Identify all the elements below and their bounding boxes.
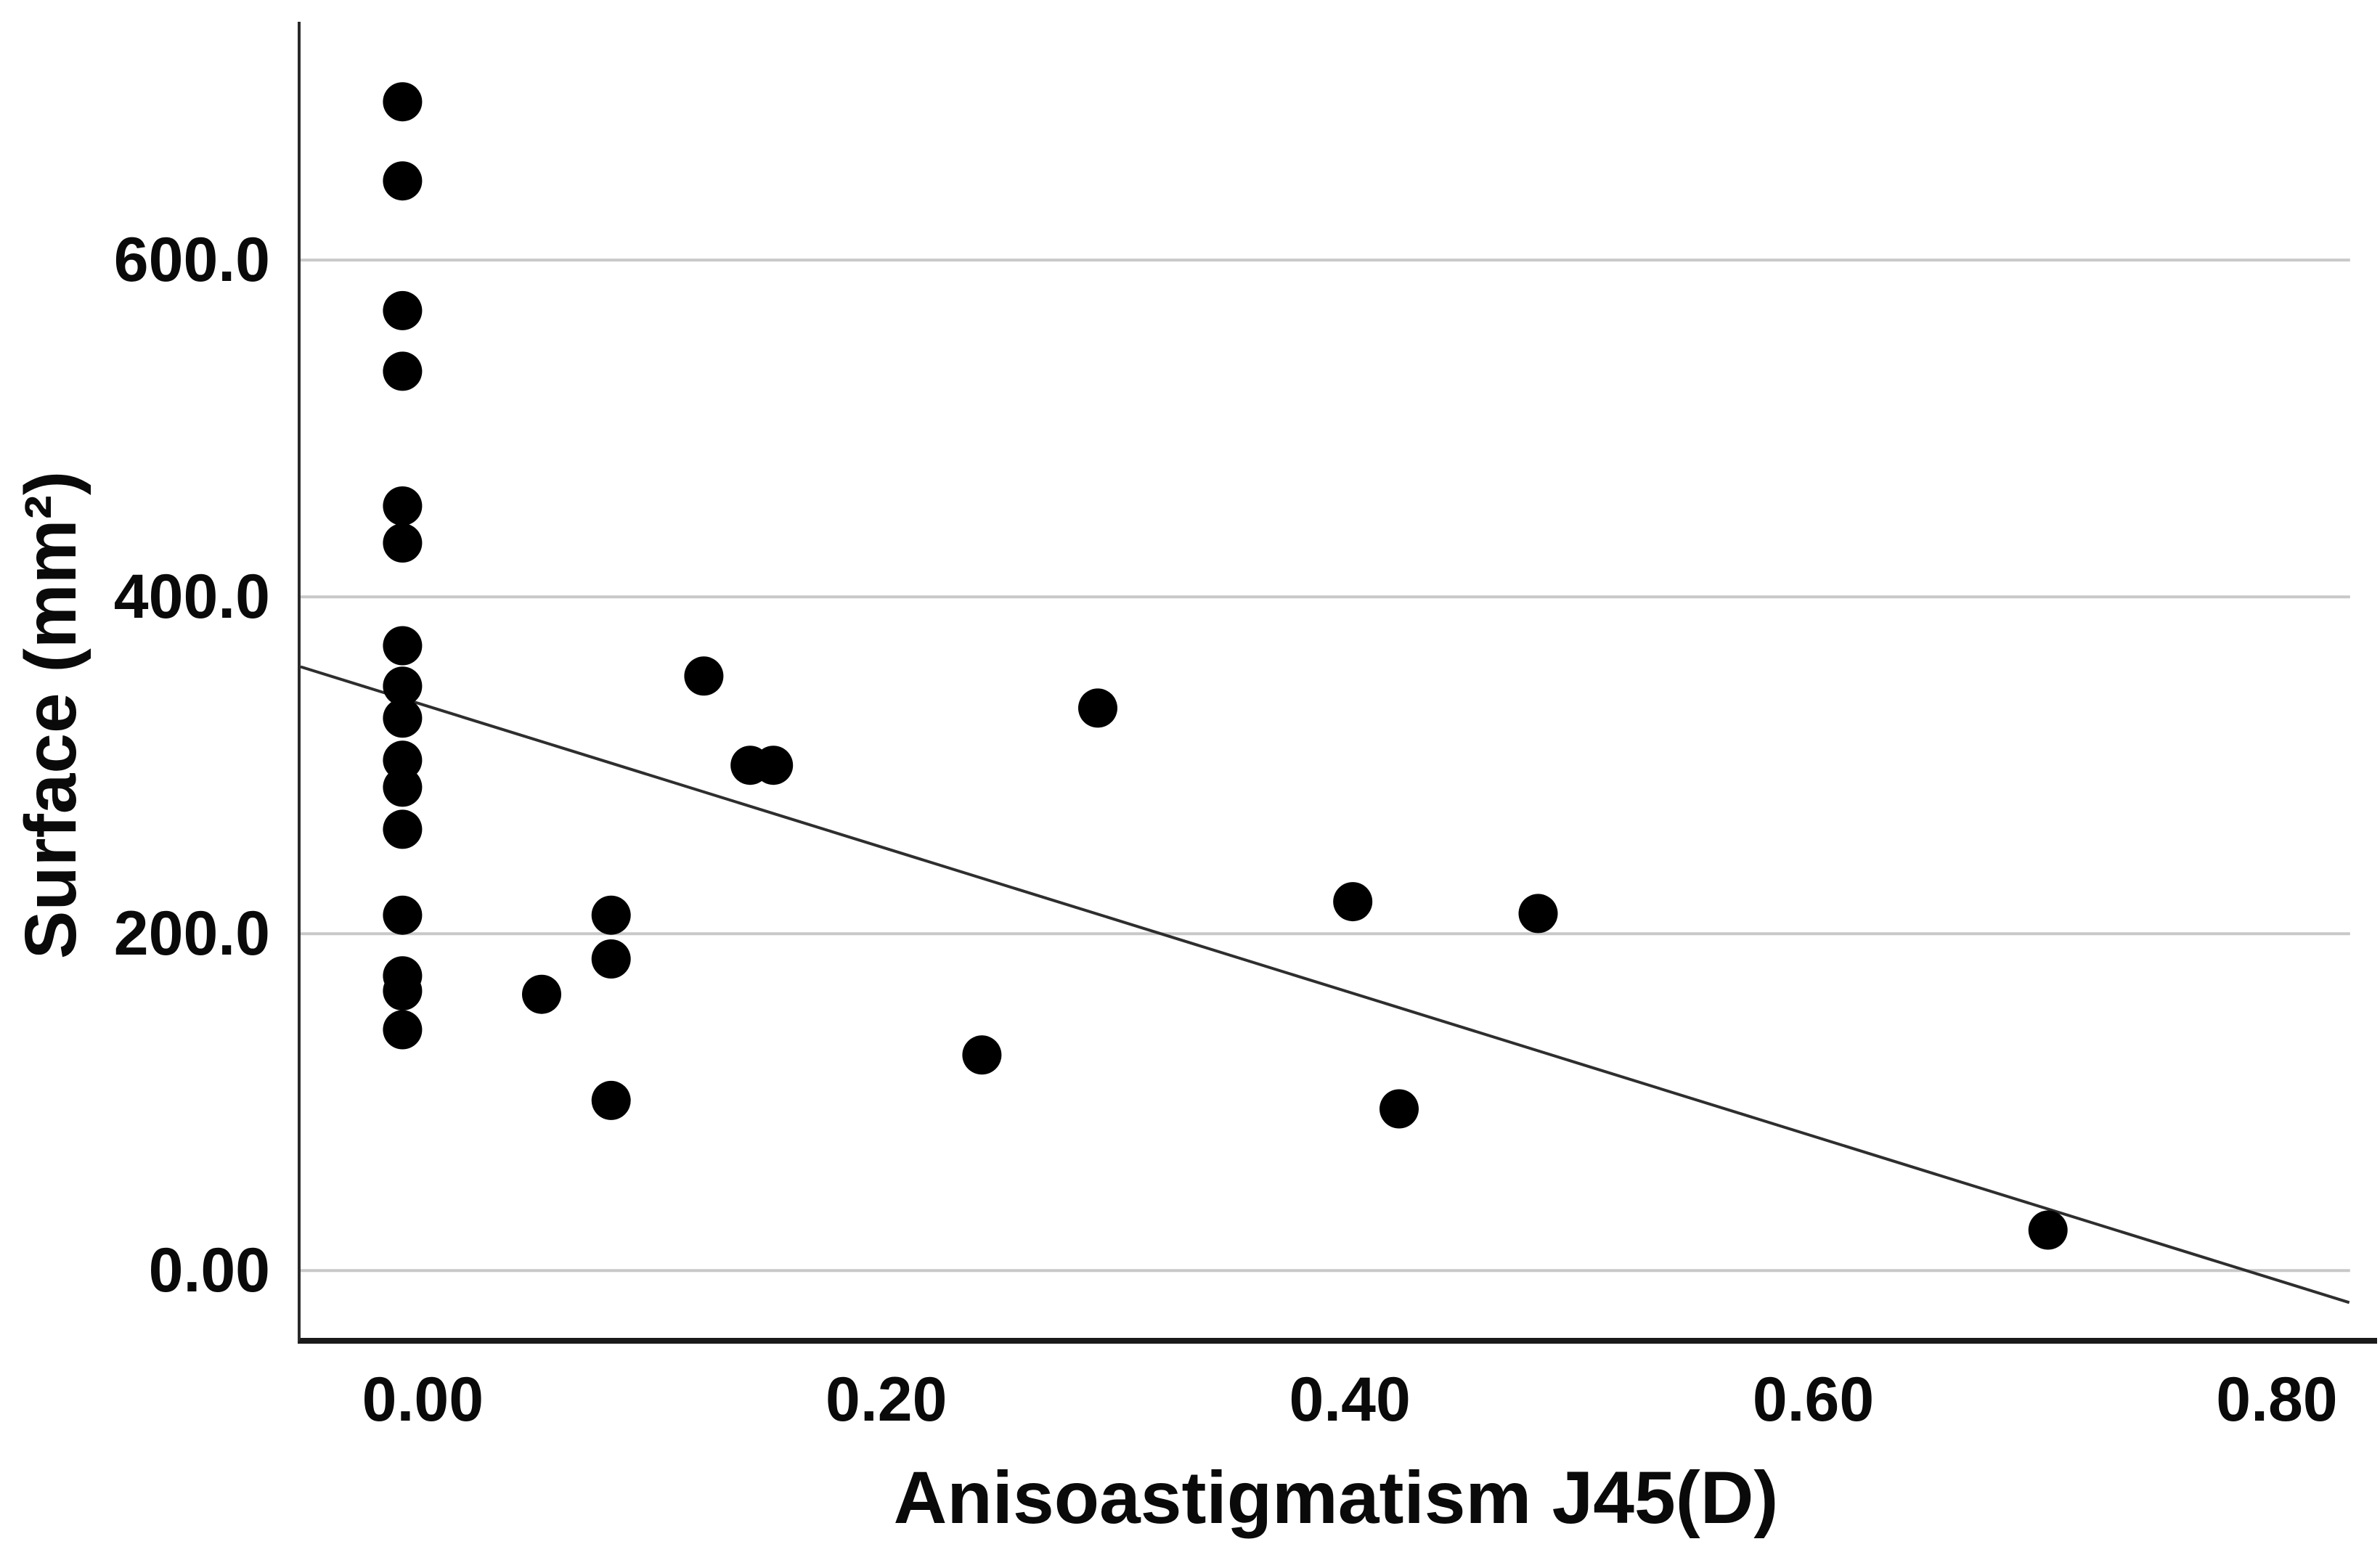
data-point [383,1010,423,1050]
data-point [383,626,423,666]
data-point [591,1080,631,1120]
y-tick-label: 400.0 [113,562,270,632]
data-point [383,486,423,526]
x-tick-label: 0.00 [362,1365,484,1434]
data-point [684,656,724,696]
data-point [1333,882,1373,922]
data-point [383,809,423,849]
x-axis-title: Anisoastigmatism J45(D) [893,1456,1779,1539]
x-tick-label: 0.80 [2216,1365,2338,1434]
y-axis-title: Surface (mm²) [10,470,91,960]
regression-line [300,665,2350,1304]
data-point [591,939,631,979]
data-point [1379,1089,1419,1129]
x-tick-label: 0.60 [1752,1365,1875,1434]
data-point [383,666,423,706]
data-point [383,351,423,391]
data-point [383,290,423,330]
data-point [754,746,794,785]
x-tick-label: 0.40 [1289,1365,1411,1434]
data-point [383,971,423,1011]
y-tick-label: 200.0 [113,899,270,969]
data-point [962,1035,1002,1075]
data-point [2028,1210,2068,1250]
y-tick-label: 0.00 [148,1236,270,1306]
data-point [383,523,423,563]
data-point [1078,688,1117,728]
data-point [1518,894,1558,934]
x-tick-label: 0.20 [826,1365,947,1434]
data-point [383,767,423,807]
data-point [383,698,423,738]
data-point [383,82,423,122]
data-point [522,974,561,1014]
data-point [383,740,423,780]
data-point [591,895,631,935]
plot-area [298,22,2377,1344]
y-tick-label: 600.0 [113,225,270,295]
plot-canvas [300,82,2350,1304]
data-point [383,895,423,935]
data-point [383,161,423,201]
